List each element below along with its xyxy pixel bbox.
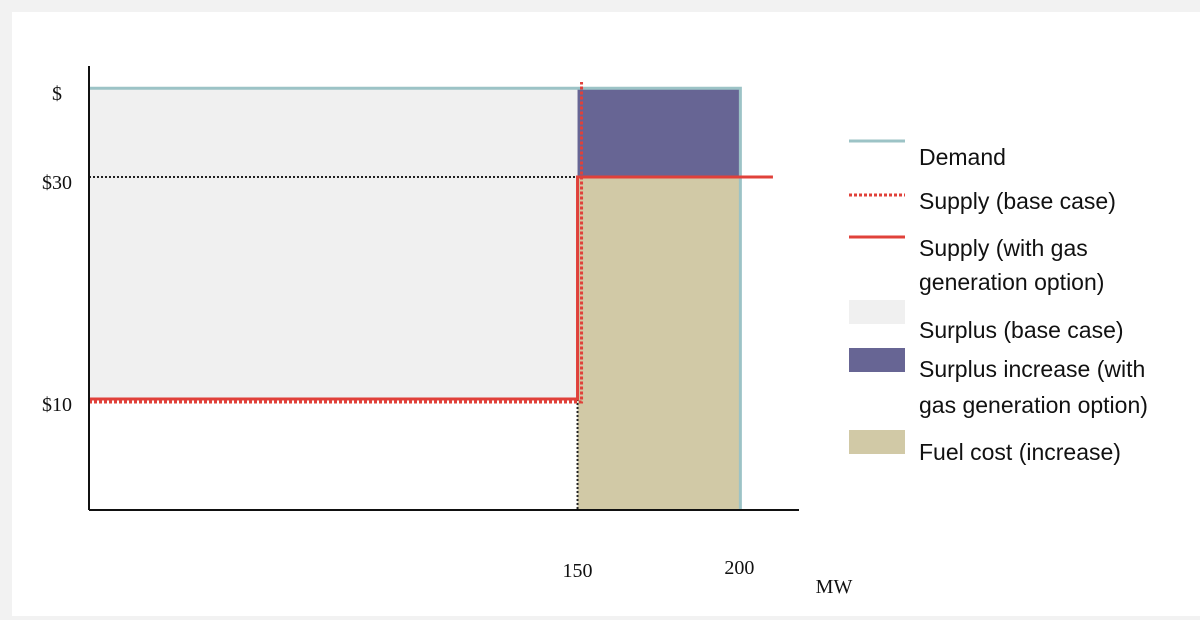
x-axis-unit: MW bbox=[816, 576, 853, 598]
supply-gas-line bbox=[89, 175, 773, 401]
legend-label-surplus-base: Surplus (base case) bbox=[919, 317, 1124, 343]
legend-fuel-cost-swatch bbox=[849, 430, 905, 454]
supply-base-line bbox=[89, 82, 584, 404]
y-tick-label: $30 bbox=[42, 172, 72, 194]
x-tick-label: 150 bbox=[563, 560, 593, 582]
legend-label-surplus-increase: Surplus increase (with bbox=[919, 356, 1145, 382]
chart-canvas: $ $30 $10 150 200 MW Demand Supply (base case) S… bbox=[12, 12, 1200, 616]
chart-svg: $ $30 $10 150 200 MW Demand Supply (base case) S… bbox=[42, 66, 1148, 598]
y-tick-label: $10 bbox=[42, 394, 72, 416]
legend-label-surplus-increase: gas generation option) bbox=[919, 392, 1148, 418]
y-axis-symbol: $ bbox=[52, 83, 62, 105]
legend-label-fuel-cost: Fuel cost (increase) bbox=[919, 439, 1121, 465]
demand-line bbox=[89, 86, 742, 510]
legend-label-demand: Demand bbox=[919, 144, 1006, 170]
legend-surplus-increase-swatch bbox=[849, 348, 905, 372]
legend-label-supply-base: Supply (base case) bbox=[919, 188, 1116, 214]
surplus-increase-region bbox=[577, 88, 741, 177]
fuel-cost-region bbox=[577, 177, 741, 510]
legend-label-supply-gas: Supply (with gas bbox=[919, 235, 1088, 261]
legend-label-supply-gas: generation option) bbox=[919, 269, 1104, 295]
legend-surplus-base-swatch bbox=[849, 300, 905, 324]
surplus-base-region bbox=[89, 88, 578, 399]
x-tick-label: 200 bbox=[724, 557, 754, 579]
